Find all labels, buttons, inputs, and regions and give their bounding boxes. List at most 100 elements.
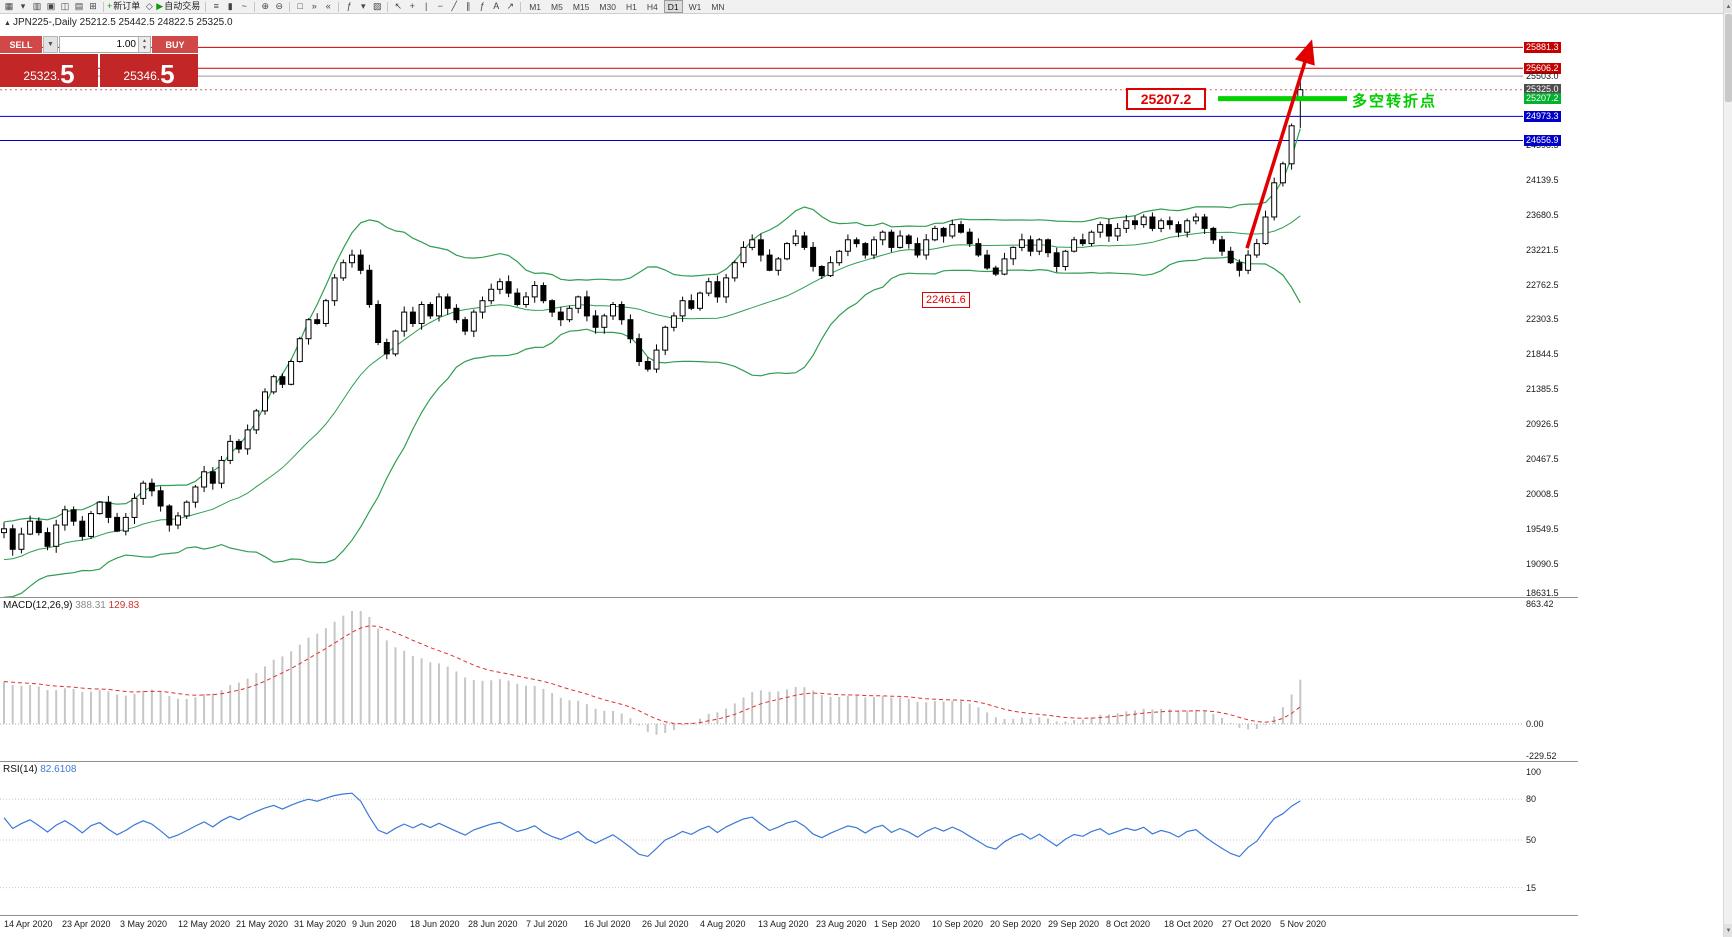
support-price-label[interactable]: 22461.6	[922, 292, 970, 308]
periods-icon: ▾	[360, 1, 366, 11]
bid-price[interactable]: 25323. 5	[0, 54, 98, 87]
scroll-up-icon[interactable]: ▲	[1724, 0, 1732, 13]
fibonacci-button[interactable]: ƒ	[475, 1, 489, 13]
navigator-button[interactable]: ◫	[58, 1, 72, 13]
date-label: 18 Jun 2020	[410, 919, 460, 929]
new-chart-button[interactable]: ▦	[2, 1, 16, 13]
ask-price[interactable]: 25346. 5	[100, 54, 198, 87]
candlestick-chart-button[interactable]: ▮	[223, 1, 237, 13]
price-tick: 23221.5	[1526, 244, 1559, 255]
pivot-note-text[interactable]: 多空转折点	[1352, 93, 1438, 110]
date-label: 29 Sep 2020	[1048, 919, 1100, 929]
auto-scroll-icon: »	[311, 1, 317, 11]
trendline-icon: ╱	[451, 1, 457, 11]
line-chart-button[interactable]: ~	[237, 1, 251, 13]
data-window-button[interactable]: ▣	[44, 1, 58, 13]
rsi-scale-label: 80	[1526, 794, 1537, 805]
channel-icon: ∥	[465, 1, 471, 11]
date-label: 27 Oct 2020	[1222, 919, 1272, 929]
timeframe-d1-button[interactable]: D1	[663, 0, 683, 13]
bid-price-big: 5	[60, 58, 75, 89]
buy-button[interactable]: BUY	[152, 36, 198, 53]
pivot-price-label[interactable]: 25207.2	[1126, 88, 1206, 110]
templates-button[interactable]: ▨	[370, 1, 384, 13]
macd-panel[interactable]	[0, 598, 1523, 762]
date-label: 9 Jun 2020	[352, 919, 397, 929]
macd-main-value: 388.31	[75, 600, 106, 611]
vertical-line-button[interactable]: |	[419, 1, 433, 13]
one-click-trading-widget: SELL ▼ ▲ ▼ BUY 25323.5 25346.5	[0, 36, 198, 87]
arrows-button[interactable]: ↗	[503, 1, 517, 13]
timeframe-w1-button[interactable]: W1	[688, 1, 702, 12]
price-tick: 20467.5	[1526, 454, 1559, 465]
scroll-down-icon[interactable]: ▼	[1724, 924, 1732, 937]
date-label: 12 May 2020	[178, 919, 231, 929]
collapse-arrow-icon[interactable]: ▲	[4, 20, 11, 27]
panel-separator[interactable]	[0, 761, 1578, 762]
chart-shift-icon: «	[325, 1, 331, 11]
profiles-icon: ▾	[20, 1, 26, 11]
volume-stepper[interactable]: ▲ ▼	[138, 37, 150, 52]
price-tag: 25606.2	[1524, 62, 1561, 74]
crosshair-icon: +	[409, 1, 415, 11]
date-label: 28 Jun 2020	[468, 919, 518, 929]
profiles-button[interactable]: ▾	[16, 1, 30, 13]
scrollbar-thumb[interactable]	[1725, 14, 1732, 102]
chart-shift-button[interactable]: «	[321, 1, 335, 13]
toolbar-separator	[387, 1, 389, 12]
date-label: 10 Sep 2020	[932, 919, 984, 929]
volume-dropdown-icon[interactable]: ▼	[43, 36, 58, 53]
date-label: 31 May 2020	[294, 919, 347, 929]
horizontal-line-button[interactable]: −	[433, 1, 447, 13]
zoom-in-button[interactable]: ⊕	[258, 1, 272, 13]
timeframe-mn-button[interactable]: MN	[711, 1, 725, 12]
rsi-panel[interactable]	[0, 762, 1523, 916]
timeframe-h4-button[interactable]: H4	[646, 1, 658, 12]
market-watch-icon: ▥	[32, 1, 42, 11]
timeframe-m30-button[interactable]: M30	[599, 1, 616, 12]
price-tag: 25207.2	[1524, 93, 1561, 105]
toolbar-separator	[254, 1, 256, 12]
indicators-icon: ƒ	[346, 1, 352, 11]
main-chart[interactable]	[0, 14, 1523, 598]
sell-button[interactable]: SELL	[0, 36, 42, 53]
indicators-button[interactable]: ƒ	[342, 1, 356, 13]
terminal-button[interactable]: ▤	[72, 1, 86, 13]
date-label: 16 Jul 2020	[584, 919, 631, 929]
market-watch-button[interactable]: ▥	[30, 1, 44, 13]
vertical-scrollbar[interactable]: ▲ ▼	[1723, 0, 1732, 937]
rsi-scale-label: 100	[1526, 767, 1542, 777]
strategy-tester-button[interactable]: ⊞	[86, 1, 100, 13]
crosshair-button[interactable]: +	[405, 1, 419, 13]
metaeditor-button[interactable]: ◇	[142, 1, 156, 13]
macd-title: MACD(12,26,9) 388.31 129.83	[3, 600, 139, 611]
periods-button[interactable]: ▾	[356, 1, 370, 13]
text-button[interactable]: A	[489, 1, 503, 13]
auto-scroll-button[interactable]: »	[307, 1, 321, 13]
channel-button[interactable]: ∥	[461, 1, 475, 13]
bid-price-small: 25323.	[23, 69, 61, 83]
timeframe-m15-button[interactable]: M15	[572, 1, 590, 12]
bars-chart-button[interactable]: ≡	[209, 1, 223, 13]
trendline-button[interactable]: ╱	[447, 1, 461, 13]
timeframe-h1-button[interactable]: H1	[625, 1, 637, 12]
zoom-out-button[interactable]: ⊖	[272, 1, 286, 13]
new-order-button[interactable]: + 新订单	[107, 1, 142, 13]
navigator-icon: ◫	[60, 1, 70, 11]
timeframe-m1-button[interactable]: M1	[529, 1, 542, 12]
toolbar-separator	[338, 1, 340, 12]
timeframe-m5-button[interactable]: M5	[551, 1, 563, 12]
cursor-button[interactable]: ↖	[391, 1, 405, 13]
volume-down-icon[interactable]: ▼	[139, 44, 150, 52]
price-tick: 23680.5	[1526, 209, 1559, 220]
volume-up-icon[interactable]: ▲	[139, 37, 150, 45]
ask-price-big: 5	[160, 58, 175, 89]
line-chart-icon: ~	[241, 1, 247, 11]
price-tick: 22303.5	[1526, 314, 1559, 325]
chart-title: ▲ JPN225-,Daily 25212.5 25442.5 24822.5 2…	[4, 17, 233, 28]
tile-windows-button[interactable]: □	[293, 1, 307, 13]
rsi-title: RSI(14) 82.6108	[3, 764, 76, 775]
volume-input[interactable]	[60, 37, 138, 52]
panel-separator[interactable]	[0, 597, 1578, 598]
autotrading-button[interactable]: ▶ 自动交易	[156, 1, 202, 13]
